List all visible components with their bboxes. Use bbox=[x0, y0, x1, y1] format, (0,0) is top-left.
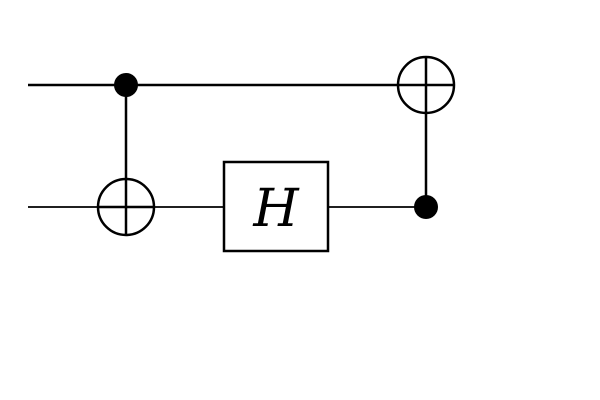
hadamard-gate: H bbox=[222, 160, 330, 253]
cnot-1-control-dot bbox=[114, 73, 138, 97]
hadamard-gate-box bbox=[222, 160, 330, 253]
cnot-gate-2 bbox=[396, 55, 456, 219]
cnot-2-control-dot bbox=[414, 195, 438, 219]
cnot-gate-1 bbox=[96, 73, 156, 237]
hadamard-gate-label: H bbox=[252, 179, 300, 239]
